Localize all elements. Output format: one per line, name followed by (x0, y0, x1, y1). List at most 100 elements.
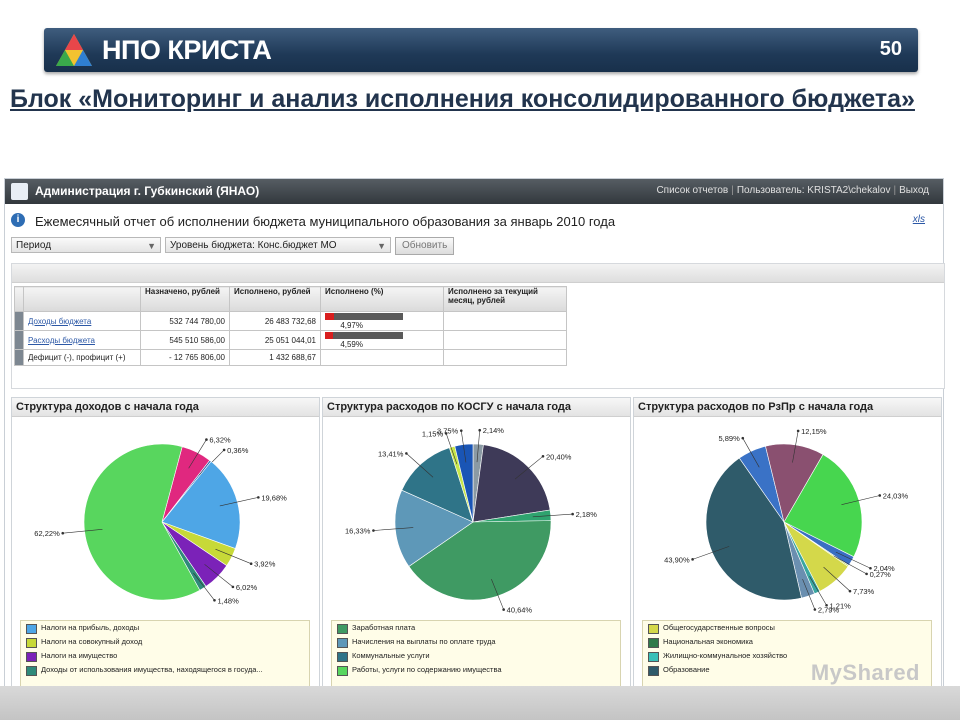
legend-swatch (26, 652, 37, 662)
kosgu-chart-panel: Структура расходов по КОСГУ с начала год… (322, 397, 631, 691)
slice-leader-dot (372, 529, 375, 532)
legend-swatch (337, 624, 348, 634)
info-icon[interactable]: i (11, 213, 25, 227)
row-month (443, 330, 567, 350)
legend-item: Начисления на выплаты по оплате труда (332, 635, 620, 649)
pie-slice[interactable] (705, 457, 802, 601)
row-label: Дефицит (-), профицит (+) (23, 349, 141, 366)
slice-leader-dot (502, 608, 505, 611)
legend-swatch (26, 638, 37, 648)
percent-text: 4,97% (340, 321, 363, 330)
pie-slice[interactable] (408, 520, 552, 601)
slide-number: 50 (879, 38, 902, 60)
slice-leader-line (215, 548, 252, 564)
header-executed: Исполнено, рублей (229, 286, 321, 312)
income-link[interactable]: Доходы бюджета (28, 316, 92, 326)
slice-label: 0,36% (227, 446, 249, 455)
table-row: Дефицит (-), профицит (+) - 12 765 806,0… (14, 349, 567, 366)
header-percent: Исполнено (%) (320, 286, 444, 312)
slice-leader-dot (478, 428, 482, 432)
pie-slice[interactable] (765, 443, 824, 523)
pie-slice[interactable] (472, 444, 551, 523)
row-percent: 4,97% (320, 311, 444, 331)
slice-leader-dot (213, 599, 216, 602)
legend-item: Налоги на совокупный доход (21, 635, 309, 649)
slice-leader-dot (869, 566, 872, 570)
slice-leader-dot (813, 608, 817, 611)
income-pie-chart: 6,32%0,36% 19,68% 3,92% 6,02% 1,48% 62,22% (34, 436, 287, 606)
slide-title: Блок «Мониторинг и анализ исполнения кон… (10, 85, 915, 113)
slice-leader-line (835, 551, 871, 569)
legend-item: Заработная плата (332, 621, 620, 635)
slice-leader-line (823, 566, 851, 592)
row-executed: 26 483 732,68 (229, 311, 321, 331)
pie-slice[interactable] (83, 443, 201, 601)
app-logo-icon (11, 183, 28, 200)
slice-leader-line (460, 430, 467, 463)
row-percent (320, 349, 444, 366)
legend-label: Начисления на выплаты по оплате труда (352, 637, 496, 646)
row-assigned: 545 510 586,00 (140, 330, 230, 350)
panel-band (12, 264, 944, 283)
legend-label: Налоги на имущество (41, 651, 118, 660)
table-row: Доходы бюджета 532 744 780,00 26 483 732… (14, 311, 567, 331)
user-info: Пользователь: KRISTA2\chekalov (736, 185, 891, 196)
slice-leader-dot (222, 448, 226, 452)
legend-label: Общегосударственные вопросы (663, 623, 775, 632)
slice-leader-dot (741, 436, 745, 440)
row-bullet (14, 311, 24, 331)
row-percent: 4,59% (320, 330, 444, 350)
logout-link[interactable]: Выход (899, 185, 929, 196)
slice-label: 6,02% (236, 583, 258, 592)
pie-slice[interactable] (454, 443, 474, 523)
legend-label: Национальная экономика (663, 637, 753, 646)
legend-item: Доходы от использования имущества, наход… (21, 663, 309, 677)
pie-slice[interactable] (161, 461, 241, 549)
report-title-row: i Ежемесячный отчет об исполнении бюджет… (11, 211, 935, 231)
chart-title: Структура доходов с начала года (12, 398, 319, 417)
slice-label: 43,90% (664, 555, 690, 564)
legend-item: Образование (643, 663, 931, 677)
row-label: Расходы бюджета (23, 330, 141, 350)
header-assigned: Назначено, рублей (140, 286, 230, 312)
slice-leader-line (841, 495, 880, 505)
expense-link[interactable]: Расходы бюджета (28, 335, 95, 345)
row-assigned: 532 744 780,00 (140, 311, 230, 331)
slice-leader-dot (459, 429, 463, 432)
slice-leader-dot (796, 429, 800, 433)
slice-label: 13,41% (378, 449, 404, 458)
slice-label: 5,89% (719, 434, 741, 443)
legend-label: Жилищно-коммунальное хозяйство (663, 651, 788, 660)
xls-export-link[interactable]: xls (912, 214, 925, 225)
legend-item: Коммунальные услуги (332, 649, 620, 663)
legend-item: Жилищно-коммунальное хозяйство (643, 649, 931, 663)
budget-level-label: Уровень бюджета: Конс.бюджет МО (170, 240, 337, 251)
slice-leader-line (204, 564, 234, 588)
refresh-button[interactable]: Обновить (395, 237, 455, 255)
slice-leader-dot (878, 494, 882, 497)
slice-leader-line (445, 433, 458, 465)
budget-level-dropdown[interactable]: Уровень бюджета: Конс.бюджет МО ▼ (165, 237, 391, 253)
legend-swatch (648, 666, 659, 676)
header-empty (23, 286, 141, 312)
chart-title: Структура расходов по РзПр с начала года (634, 398, 941, 417)
slice-label: 2,18% (576, 510, 598, 519)
reports-list-link[interactable]: Список отчетов (656, 185, 729, 196)
pie-slice[interactable] (394, 489, 474, 567)
slice-leader-line (692, 546, 730, 560)
chevron-down-icon: ▼ (377, 241, 386, 251)
legend-swatch (648, 624, 659, 634)
brand-logo-icon (56, 34, 92, 66)
table-header-row: Назначено, рублей Исполнено, рублей Испо… (14, 286, 567, 312)
kosgu-pie-chart: 2,14% 20,40% 2,18% 40,64% 16,33% 13,41% 1,15%3… (345, 426, 598, 614)
legend-label: Работы, услуги по содержанию имущества (352, 665, 502, 674)
pie-slice[interactable] (783, 454, 863, 558)
slice-leader-line (532, 513, 573, 518)
rzpr-chart-panel: Структура расходов по РзПр с начала года… (633, 397, 942, 691)
app-header: Администрация г. Губкинский (ЯНАО) Списо… (5, 179, 943, 204)
period-dropdown[interactable]: Период ▼ (11, 237, 161, 253)
slice-leader-line (802, 578, 816, 610)
slice-label: 1,48% (217, 596, 239, 605)
link-separator: | (731, 185, 734, 196)
slice-leader-dot (691, 558, 694, 561)
